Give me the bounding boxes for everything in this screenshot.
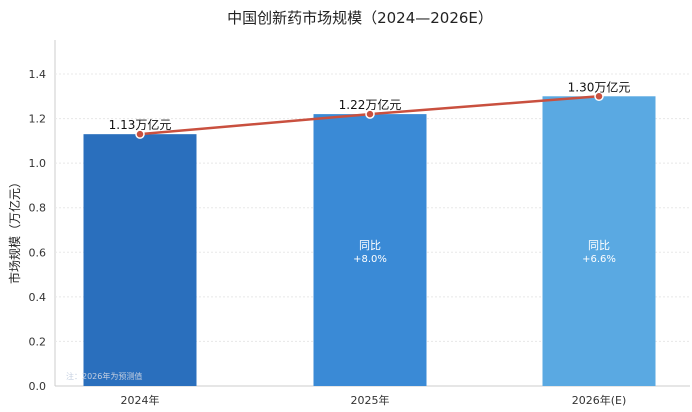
growth-title: 同比 xyxy=(359,239,381,252)
y-axis-label: 市场规模（万亿元） xyxy=(7,176,22,284)
y-tick-label: 1.2 xyxy=(29,113,47,126)
bar xyxy=(83,134,197,386)
y-tick-label: 0.0 xyxy=(29,380,47,393)
x-tick-label: 2024年 xyxy=(121,393,160,407)
x-tick-label: 2026年(E) xyxy=(572,393,627,407)
footnote: 注：2026年为预测值 xyxy=(66,371,142,381)
trend-point xyxy=(594,91,604,102)
y-tick-label: 1.0 xyxy=(29,157,47,170)
x-tick-label: 2025年 xyxy=(351,393,390,407)
y-tick-label: 0.4 xyxy=(29,291,47,304)
value-label: 1.13万亿元 xyxy=(109,117,172,132)
bar xyxy=(542,96,656,387)
y-tick-label: 0.6 xyxy=(29,246,47,259)
y-tick-label: 0.8 xyxy=(29,202,47,215)
growth-value: +8.0% xyxy=(353,254,387,265)
value-label: 1.30万亿元 xyxy=(568,79,631,94)
y-tick-label: 0.2 xyxy=(29,335,47,348)
trend-point xyxy=(365,109,375,119)
bar xyxy=(313,114,427,386)
value-label: 1.22万亿元 xyxy=(339,97,402,112)
growth-title: 同比 xyxy=(588,239,610,252)
trend-point xyxy=(135,129,145,139)
growth-value: +6.6% xyxy=(582,254,616,265)
chart-title: 中国创新药市场规模（2024—2026E） xyxy=(227,9,493,27)
y-tick-label: 1.4 xyxy=(29,68,47,81)
